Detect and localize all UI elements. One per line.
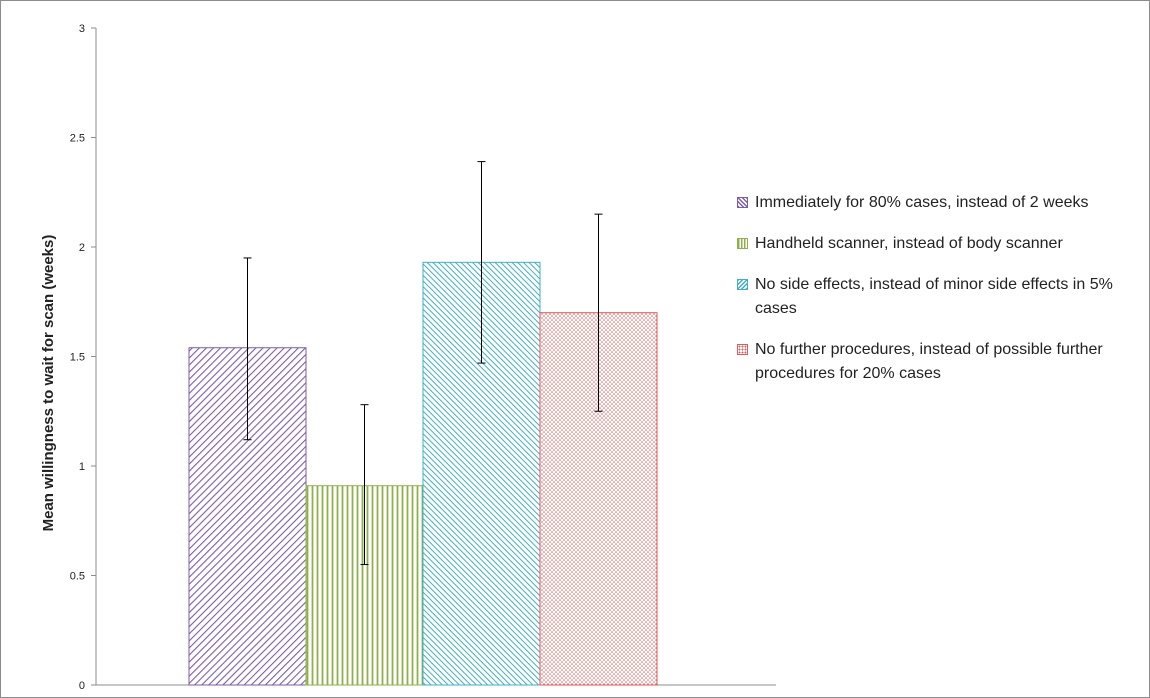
y-tick-label: 0.5 — [70, 571, 85, 583]
y-axis-label: Mean willingness to wait for scan (weeks… — [40, 235, 57, 532]
legend-item: No side effects, instead of minor side e… — [737, 273, 1143, 321]
legend-swatch — [737, 279, 748, 290]
y-tick-label: 1 — [79, 461, 85, 473]
legend-swatch — [737, 197, 748, 208]
legend-swatch — [737, 344, 748, 355]
legend-label: Handheld scanner, instead of body scanne… — [755, 235, 1063, 252]
legend-label: No side effects, instead of minor side e… — [755, 276, 1113, 317]
y-tick-label: 2.5 — [70, 133, 85, 145]
y-tick-label: 2 — [79, 242, 85, 254]
legend-item: Handheld scanner, instead of body scanne… — [737, 232, 1143, 256]
error-bars — [243, 161, 603, 566]
legend-item: No further procedures, instead of possib… — [737, 338, 1143, 386]
y-tick-label: 3 — [79, 23, 85, 35]
y-tick-label: 0 — [79, 680, 85, 692]
y-tick-label: 1.5 — [70, 352, 85, 364]
legend-swatch — [737, 238, 748, 249]
legend-label: No further procedures, instead of possib… — [755, 341, 1103, 382]
legend-label: Immediately for 80% cases, instead of 2 … — [755, 194, 1089, 211]
bars — [188, 261, 658, 686]
legend-item: Immediately for 80% cases, instead of 2 … — [737, 191, 1143, 215]
legend: Immediately for 80% cases, instead of 2 … — [737, 191, 1143, 403]
